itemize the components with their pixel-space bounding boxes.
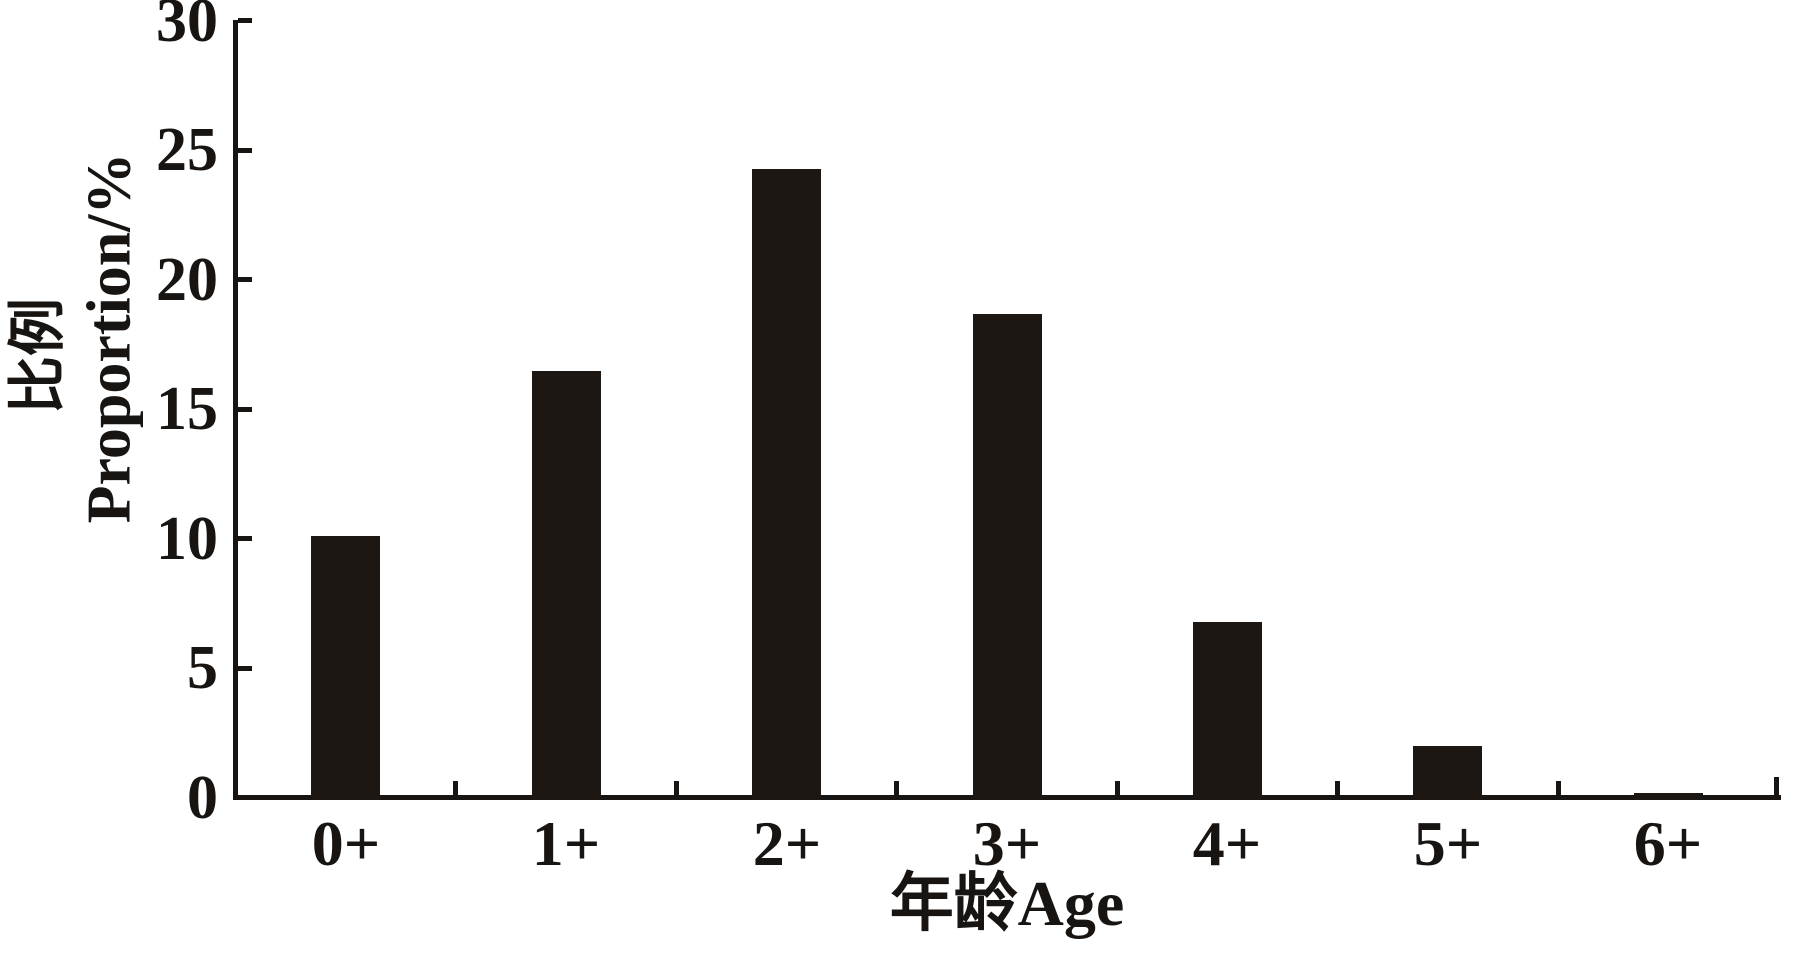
y-tick-20	[237, 277, 252, 282]
x-tick-label-6+: 6+	[1633, 808, 1703, 879]
x-tick-3	[894, 781, 899, 795]
y-axis-line	[233, 20, 238, 800]
y-tick-label-0: 0	[187, 764, 218, 832]
y-tick-label-10: 10	[156, 505, 218, 573]
x-tick-4	[1115, 781, 1120, 795]
bar-2+	[752, 169, 821, 800]
y-tick-5	[237, 666, 252, 671]
x-tick-2	[674, 781, 679, 795]
y-tick-15	[237, 407, 252, 412]
y-tick-25	[237, 148, 252, 153]
y-tick-label-30: 30	[156, 0, 218, 55]
bar-3+	[973, 314, 1042, 800]
x-tick-5	[1335, 781, 1340, 795]
x-tick-label-3+: 3+	[972, 808, 1042, 879]
x-tick-label-4+: 4+	[1192, 808, 1262, 879]
bar-1+	[532, 371, 601, 800]
x-axis-end-cap	[1774, 777, 1779, 795]
x-tick-1	[453, 781, 458, 795]
x-tick-label-0+: 0+	[311, 808, 381, 879]
x-tick-label-2+: 2+	[752, 808, 822, 879]
x-axis-title: 年龄Age	[889, 868, 1125, 939]
x-tick-6	[1556, 781, 1561, 795]
y-tick-label-15: 15	[156, 375, 218, 443]
bar-4+	[1193, 622, 1262, 800]
y-axis-title-english: Proportion/%	[75, 152, 144, 524]
bar-6+	[1634, 793, 1703, 800]
bar-0+	[311, 536, 380, 800]
x-tick-label-1+: 1+	[531, 808, 601, 879]
y-tick-label-25: 25	[156, 116, 218, 184]
y-tick-30	[237, 18, 252, 23]
y-tick-label-5: 5	[187, 634, 218, 702]
x-tick-label-5+: 5+	[1413, 808, 1483, 879]
bar-5+	[1413, 746, 1482, 800]
y-tick-10	[237, 536, 252, 541]
y-tick-label-20: 20	[156, 246, 218, 314]
